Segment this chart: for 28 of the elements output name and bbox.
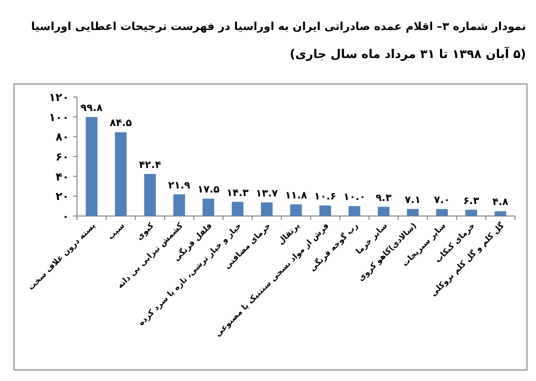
- y-tick-label: ۰: [62, 210, 69, 223]
- data-label: ۱۰.۶: [314, 191, 336, 202]
- chart-subtitle: (۵ آبان ۱۳۹۸ تا ۳۱ مرداد ماه سال جاری): [290, 46, 526, 61]
- data-label: ۴.۸: [492, 197, 508, 208]
- y-tick-label: ۱۰۰: [48, 110, 69, 124]
- data-label: ۶.۳: [463, 196, 480, 207]
- x-tick-label: کیوی: [134, 220, 156, 242]
- data-label: ۱۴.۳: [226, 188, 249, 199]
- data-label: ۷.۰: [434, 195, 450, 206]
- data-label: ۱۰.۰: [343, 192, 366, 204]
- x-tick-label: سیب: [106, 220, 126, 242]
- y-tick-label: ۴۰: [56, 170, 69, 184]
- data-label: ۹.۳: [376, 192, 392, 204]
- y-tick-label: ۲۰: [56, 190, 69, 204]
- data-label: ۱۱.۸: [284, 190, 308, 202]
- data-label: ۴۲.۴: [138, 160, 162, 171]
- y-tick-label: ۶۰: [56, 150, 69, 164]
- data-label: ۸۴.۵: [110, 118, 132, 130]
- data-label: ۱۳.۷: [256, 188, 278, 200]
- y-tick-label: ۱۲۰: [48, 91, 69, 104]
- data-label: ۲۱.۹: [168, 180, 190, 192]
- data-label: ۷.۱: [404, 194, 421, 206]
- y-tick-label: ۸۰: [56, 130, 69, 144]
- chart-title: نمودار شماره ۳– اقلام عمده صادراتی ایران به اوراسیا در فهرست ترجیحات اعطایی اوراسیا: [31, 20, 526, 33]
- data-label: ۱۷.۵: [197, 184, 220, 196]
- x-tick-label: پسته درون غلاف سخت: [26, 221, 98, 292]
- x-tick-label: پرتقال: [276, 221, 302, 246]
- data-label: ۹۹.۸: [80, 103, 103, 114]
